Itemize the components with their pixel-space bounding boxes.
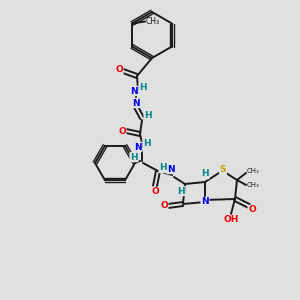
Text: H: H	[139, 83, 147, 92]
Text: N: N	[132, 98, 140, 107]
Text: N: N	[201, 197, 209, 206]
Text: O: O	[151, 188, 159, 196]
Text: H: H	[159, 164, 167, 172]
Text: H: H	[143, 140, 151, 148]
Text: N: N	[134, 142, 142, 152]
Text: OH: OH	[223, 215, 239, 224]
Text: CH₃: CH₃	[247, 168, 260, 174]
Text: O: O	[248, 206, 256, 214]
Text: H: H	[144, 112, 152, 121]
Text: S: S	[220, 166, 226, 175]
Text: O: O	[160, 202, 168, 211]
Text: O: O	[115, 65, 123, 74]
Text: CH₃: CH₃	[247, 182, 260, 188]
Text: H: H	[201, 169, 209, 178]
Text: N: N	[130, 86, 138, 95]
Text: O: O	[118, 127, 126, 136]
Text: H: H	[130, 152, 138, 161]
Text: CH₃: CH₃	[146, 17, 160, 26]
Text: H: H	[177, 187, 185, 196]
Text: N: N	[167, 164, 175, 173]
